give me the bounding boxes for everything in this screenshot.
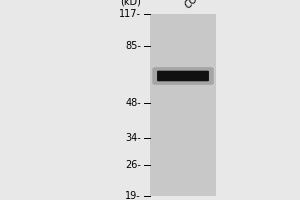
Bar bbox=[150, 14, 216, 196]
Text: 34-: 34- bbox=[125, 133, 141, 143]
Text: 85-: 85- bbox=[125, 41, 141, 51]
Text: COS7: COS7 bbox=[183, 0, 209, 10]
Text: 117-: 117- bbox=[119, 9, 141, 19]
Text: 48-: 48- bbox=[125, 98, 141, 108]
Text: 26-: 26- bbox=[125, 160, 141, 170]
Text: 19-: 19- bbox=[125, 191, 141, 200]
Text: (kD): (kD) bbox=[120, 0, 141, 6]
FancyBboxPatch shape bbox=[157, 71, 209, 81]
FancyBboxPatch shape bbox=[152, 67, 214, 85]
